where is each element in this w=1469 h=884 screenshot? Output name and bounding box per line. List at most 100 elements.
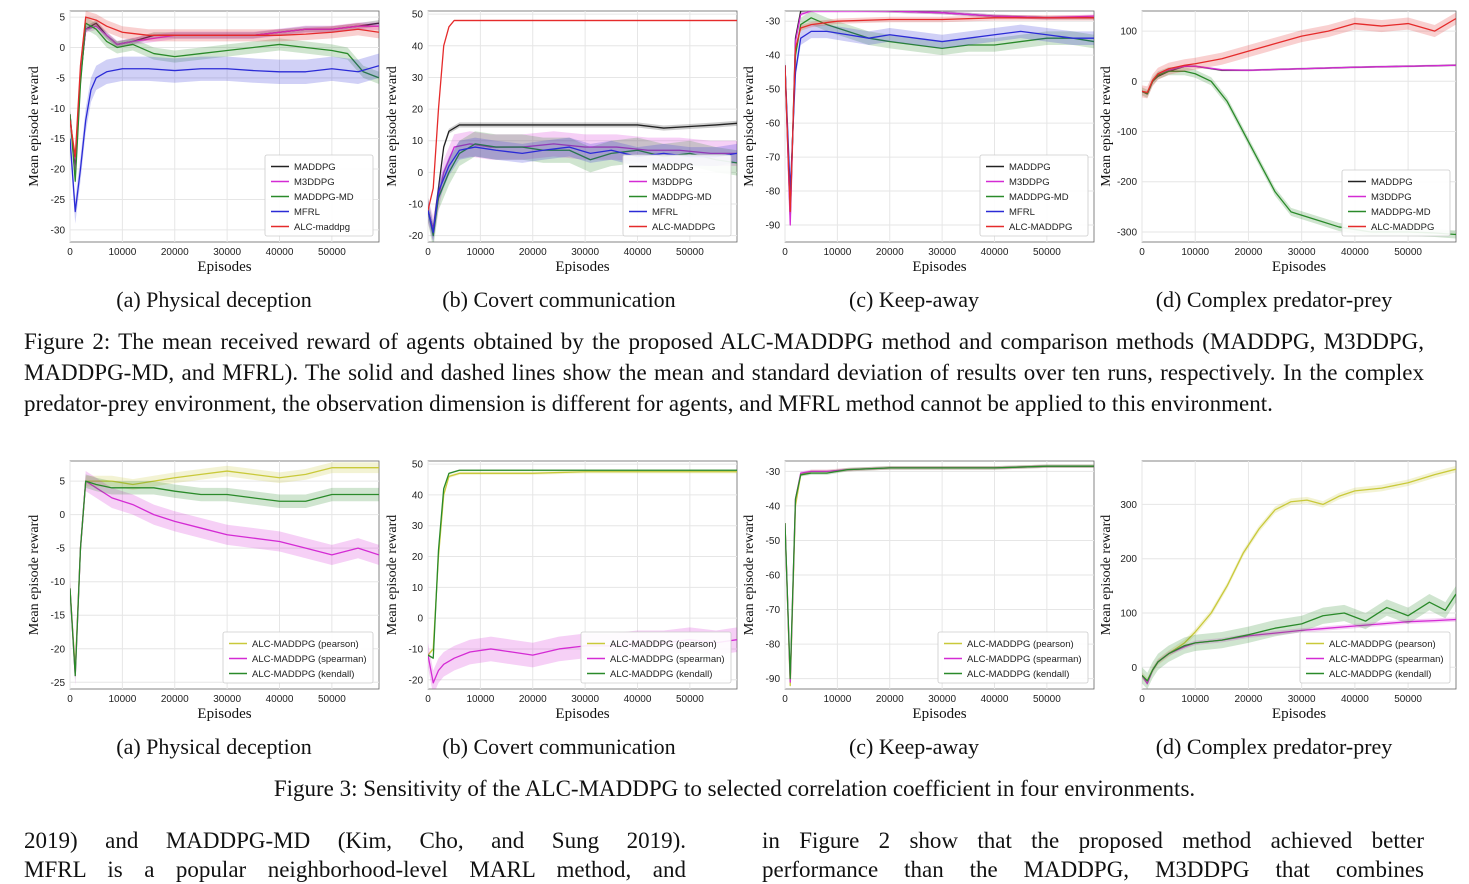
fig2a-svg: 0 10000 20000 30000 40000 50000 5 0 -5 -10 -15 -20 -…: [27, 10, 380, 275]
y-tick-label: -5: [56, 73, 65, 84]
series-line: [70, 22, 379, 182]
legend-label: MADDPG-MD: [1371, 207, 1431, 218]
y-tick-label: -30: [766, 467, 781, 478]
x-tick-label: 40000: [624, 694, 652, 705]
series-line: [70, 16, 379, 158]
y-tick-label: 5: [59, 477, 65, 488]
x-tick-label: 0: [782, 694, 788, 705]
series-line: [70, 65, 379, 213]
legend-label: MADDPG: [294, 162, 336, 173]
legend-label: ALC-MADDPG: [1371, 222, 1434, 233]
legend-label: M3DDPG: [1009, 177, 1050, 188]
legend-label: MFRL: [1009, 207, 1035, 218]
legend-label: M3DDPG: [652, 177, 693, 188]
y-tick-label: 0: [1131, 663, 1137, 674]
x-tick-label: 30000: [928, 694, 956, 705]
y-tick-label: -60: [766, 119, 781, 130]
series-group: [785, 464, 1094, 688]
x-axis-label: Episodes: [197, 706, 251, 722]
series-band: [70, 474, 379, 683]
x-tick-label: 40000: [1341, 247, 1369, 258]
figure3-caption: Figure 3: Sensitivity of the ALC-MADDPG …: [273, 776, 1196, 801]
series-line: [785, 17, 1094, 213]
legend-box: [622, 154, 732, 237]
legend-box: [580, 631, 732, 684]
x-axis-label: Episodes: [197, 259, 251, 275]
series-line: [428, 19, 737, 211]
y-tick-label: -40: [766, 501, 781, 512]
x-tick-label: 30000: [1288, 247, 1316, 258]
y-tick-label: -15: [51, 611, 66, 622]
legend-label: ALC-MADDPG (spearman): [610, 654, 725, 665]
x-tick-label: 10000: [466, 247, 494, 258]
y-tick-label: 0: [1131, 77, 1137, 88]
x-tick-label: 40000: [266, 694, 294, 705]
x-tick-label: 20000: [161, 247, 189, 258]
x-tick-label: 50000: [676, 247, 704, 258]
x-tick-label: 0: [425, 247, 431, 258]
legend-box: [979, 154, 1089, 237]
x-tick-label: 30000: [1288, 694, 1316, 705]
body-left-line-1: 2019) and MADDPG-MD (Kim, Cho, and Sung …: [24, 828, 686, 853]
legend-label: ALC-MADDPG (spearman): [967, 654, 1082, 665]
legend-label: MADDPG: [1371, 177, 1413, 188]
x-tick-label: 10000: [108, 247, 136, 258]
body-right-line-2: performance than the MADDPG, M3DDPG that…: [762, 857, 1424, 882]
x-tick-label: 0: [425, 694, 431, 705]
y-axis-label: Mean episode reward: [27, 515, 42, 636]
x-tick-label: 50000: [1394, 247, 1422, 258]
y-tick-label: 30: [412, 521, 424, 532]
body-left-line-2: MFRL is a popular neighborhood-level MAR…: [24, 857, 686, 882]
y-tick-label: 10: [412, 583, 424, 594]
y-tick-label: -50: [766, 536, 781, 547]
fig2d-chart: 0 10000 20000 30000 40000 50000 100 0 -100 -200 -3…: [1092, 5, 1462, 280]
fig3-subcaption-a: (a) Physical deception: [116, 734, 312, 759]
y-tick-label: 0: [59, 43, 65, 54]
legend-label: ALC-MADDPG: [652, 222, 715, 233]
x-tick-label: 20000: [876, 694, 904, 705]
y-axis-label: Mean episode reward: [1099, 515, 1114, 636]
y-axis-label: Mean episode reward: [1099, 66, 1114, 187]
legend-label: M3DDPG: [1371, 192, 1412, 203]
fig3c-svg: 0 10000 20000 30000 40000 50000 -30 -40 -50 -60 -7…: [742, 460, 1095, 722]
y-tick-label: -70: [766, 153, 781, 164]
fig3-subcaption-c: (c) Keep-away: [848, 734, 980, 759]
fig3-subcaption-b: (b) Covert communication: [442, 734, 676, 759]
fig2a-chart: 0 10000 20000 30000 40000 50000 5 0 -5 -10 -15 -20 -…: [20, 5, 385, 280]
fig3-subcaption-d: (d) Complex predator-prey: [1155, 734, 1393, 759]
fig2-subcaption-d: (d) Complex predator-prey: [1155, 287, 1393, 312]
y-tick-label: 0: [417, 168, 423, 179]
y-tick-label: -20: [51, 165, 66, 176]
fig3c-chart: 0 10000 20000 30000 40000 50000 -30 -40 -50 -60 -7…: [735, 455, 1100, 727]
series-group: [785, 11, 1094, 227]
x-tick-label: 0: [782, 247, 788, 258]
y-tick-label: -200: [1117, 177, 1137, 188]
x-tick-label: 20000: [519, 247, 547, 258]
x-tick-label: 20000: [161, 694, 189, 705]
x-tick-label: 30000: [571, 694, 599, 705]
y-tick-label: -5: [56, 544, 65, 555]
legend-label: ALC-MADDPG (spearman): [1329, 654, 1444, 665]
legend-label: ALC-MADDPG (spearman): [252, 654, 367, 665]
legend-label: ALC-MADDPG (pearson): [967, 639, 1074, 650]
legend-label: M3DDPG: [294, 177, 335, 188]
fig2-subcaption-c: (c) Keep-away: [848, 287, 980, 312]
fig2d-svg: 0 10000 20000 30000 40000 50000 100 0 -100 -200 -3…: [1099, 10, 1457, 275]
y-tick-label: -25: [51, 678, 66, 689]
x-axis-label: Episodes: [912, 259, 966, 275]
x-tick-label: 10000: [1181, 694, 1209, 705]
y-tick-label: 40: [412, 490, 424, 501]
y-tick-label: -30: [766, 17, 781, 28]
series-line: [1142, 17, 1456, 94]
x-tick-label: 0: [67, 247, 73, 258]
x-tick-label: 20000: [1235, 247, 1263, 258]
series-band: [785, 11, 1094, 215]
x-tick-label: 10000: [823, 694, 851, 705]
x-tick-label: 50000: [676, 694, 704, 705]
legend-box: [222, 631, 374, 684]
body-right-column: in Figure 2 show that the proposed metho…: [762, 826, 1424, 884]
y-tick-label: 0: [59, 510, 65, 521]
fig2-subcaption-a: (a) Physical deception: [116, 287, 312, 312]
x-tick-label: 40000: [981, 247, 1009, 258]
series-group: [70, 11, 379, 224]
